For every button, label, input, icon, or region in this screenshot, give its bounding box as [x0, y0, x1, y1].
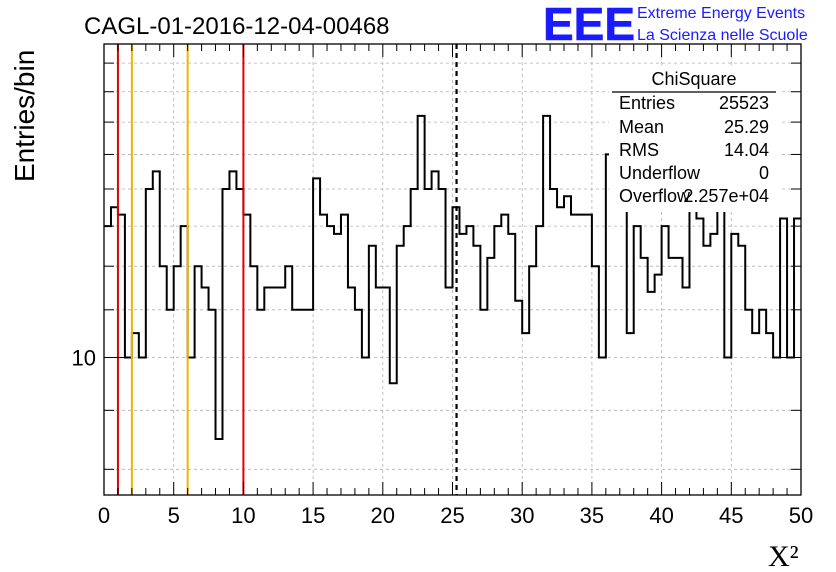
- logo-line1: Extreme Energy Events: [637, 5, 805, 22]
- stats-value-mean: 25.29: [724, 117, 769, 137]
- x-axis-label: X²: [768, 540, 799, 572]
- x-tick-label: 0: [98, 503, 110, 528]
- stats-label-mean: Mean: [619, 117, 664, 137]
- stats-value-rms: 14.04: [724, 140, 769, 160]
- x-tick-label: 20: [371, 503, 395, 528]
- stats-label-entries: Entries: [619, 93, 675, 113]
- axis-ticks: [103, 44, 802, 495]
- x-tick-label: 40: [649, 503, 673, 528]
- stats-value-entries: 25523: [719, 93, 769, 113]
- x-tick-label: 10: [231, 503, 255, 528]
- x-tick-label: 15: [301, 503, 325, 528]
- x-tick-label: 45: [719, 503, 743, 528]
- x-tick-label: 35: [580, 503, 604, 528]
- stats-title: ChiSquare: [651, 69, 736, 89]
- stats-label-underflow: Underflow: [619, 163, 701, 183]
- y-axis-label: Entries/bin: [9, 50, 40, 182]
- x-tick-label: 50: [789, 503, 813, 528]
- stats-box: ChiSquare Entries 25523 Mean 25.29 RMS 1…: [609, 66, 779, 212]
- y-tick-labels: 10: [72, 346, 96, 371]
- stats-value-underflow: 0: [759, 163, 769, 183]
- chart-title: CAGL-01-2016-12-04-00468: [84, 13, 390, 40]
- stats-label-rms: RMS: [619, 140, 659, 160]
- y-tick-label: 10: [72, 346, 96, 371]
- stats-value-overflow: 2.257e+04: [683, 186, 769, 206]
- x-tick-label: 30: [510, 503, 534, 528]
- reference-lines: [116, 44, 458, 495]
- stats-label-overflow: Overflow: [619, 186, 691, 206]
- logo-eee: EEE: [543, 0, 635, 50]
- x-tick-label: 5: [168, 503, 180, 528]
- x-tick-labels: 0 5 10 15 20 25 30 35 40 45 50: [98, 503, 813, 528]
- logo-line2: La Scienza nelle Scuole: [637, 27, 808, 44]
- stats-box-bg: [609, 66, 779, 212]
- x-tick-label: 25: [440, 503, 464, 528]
